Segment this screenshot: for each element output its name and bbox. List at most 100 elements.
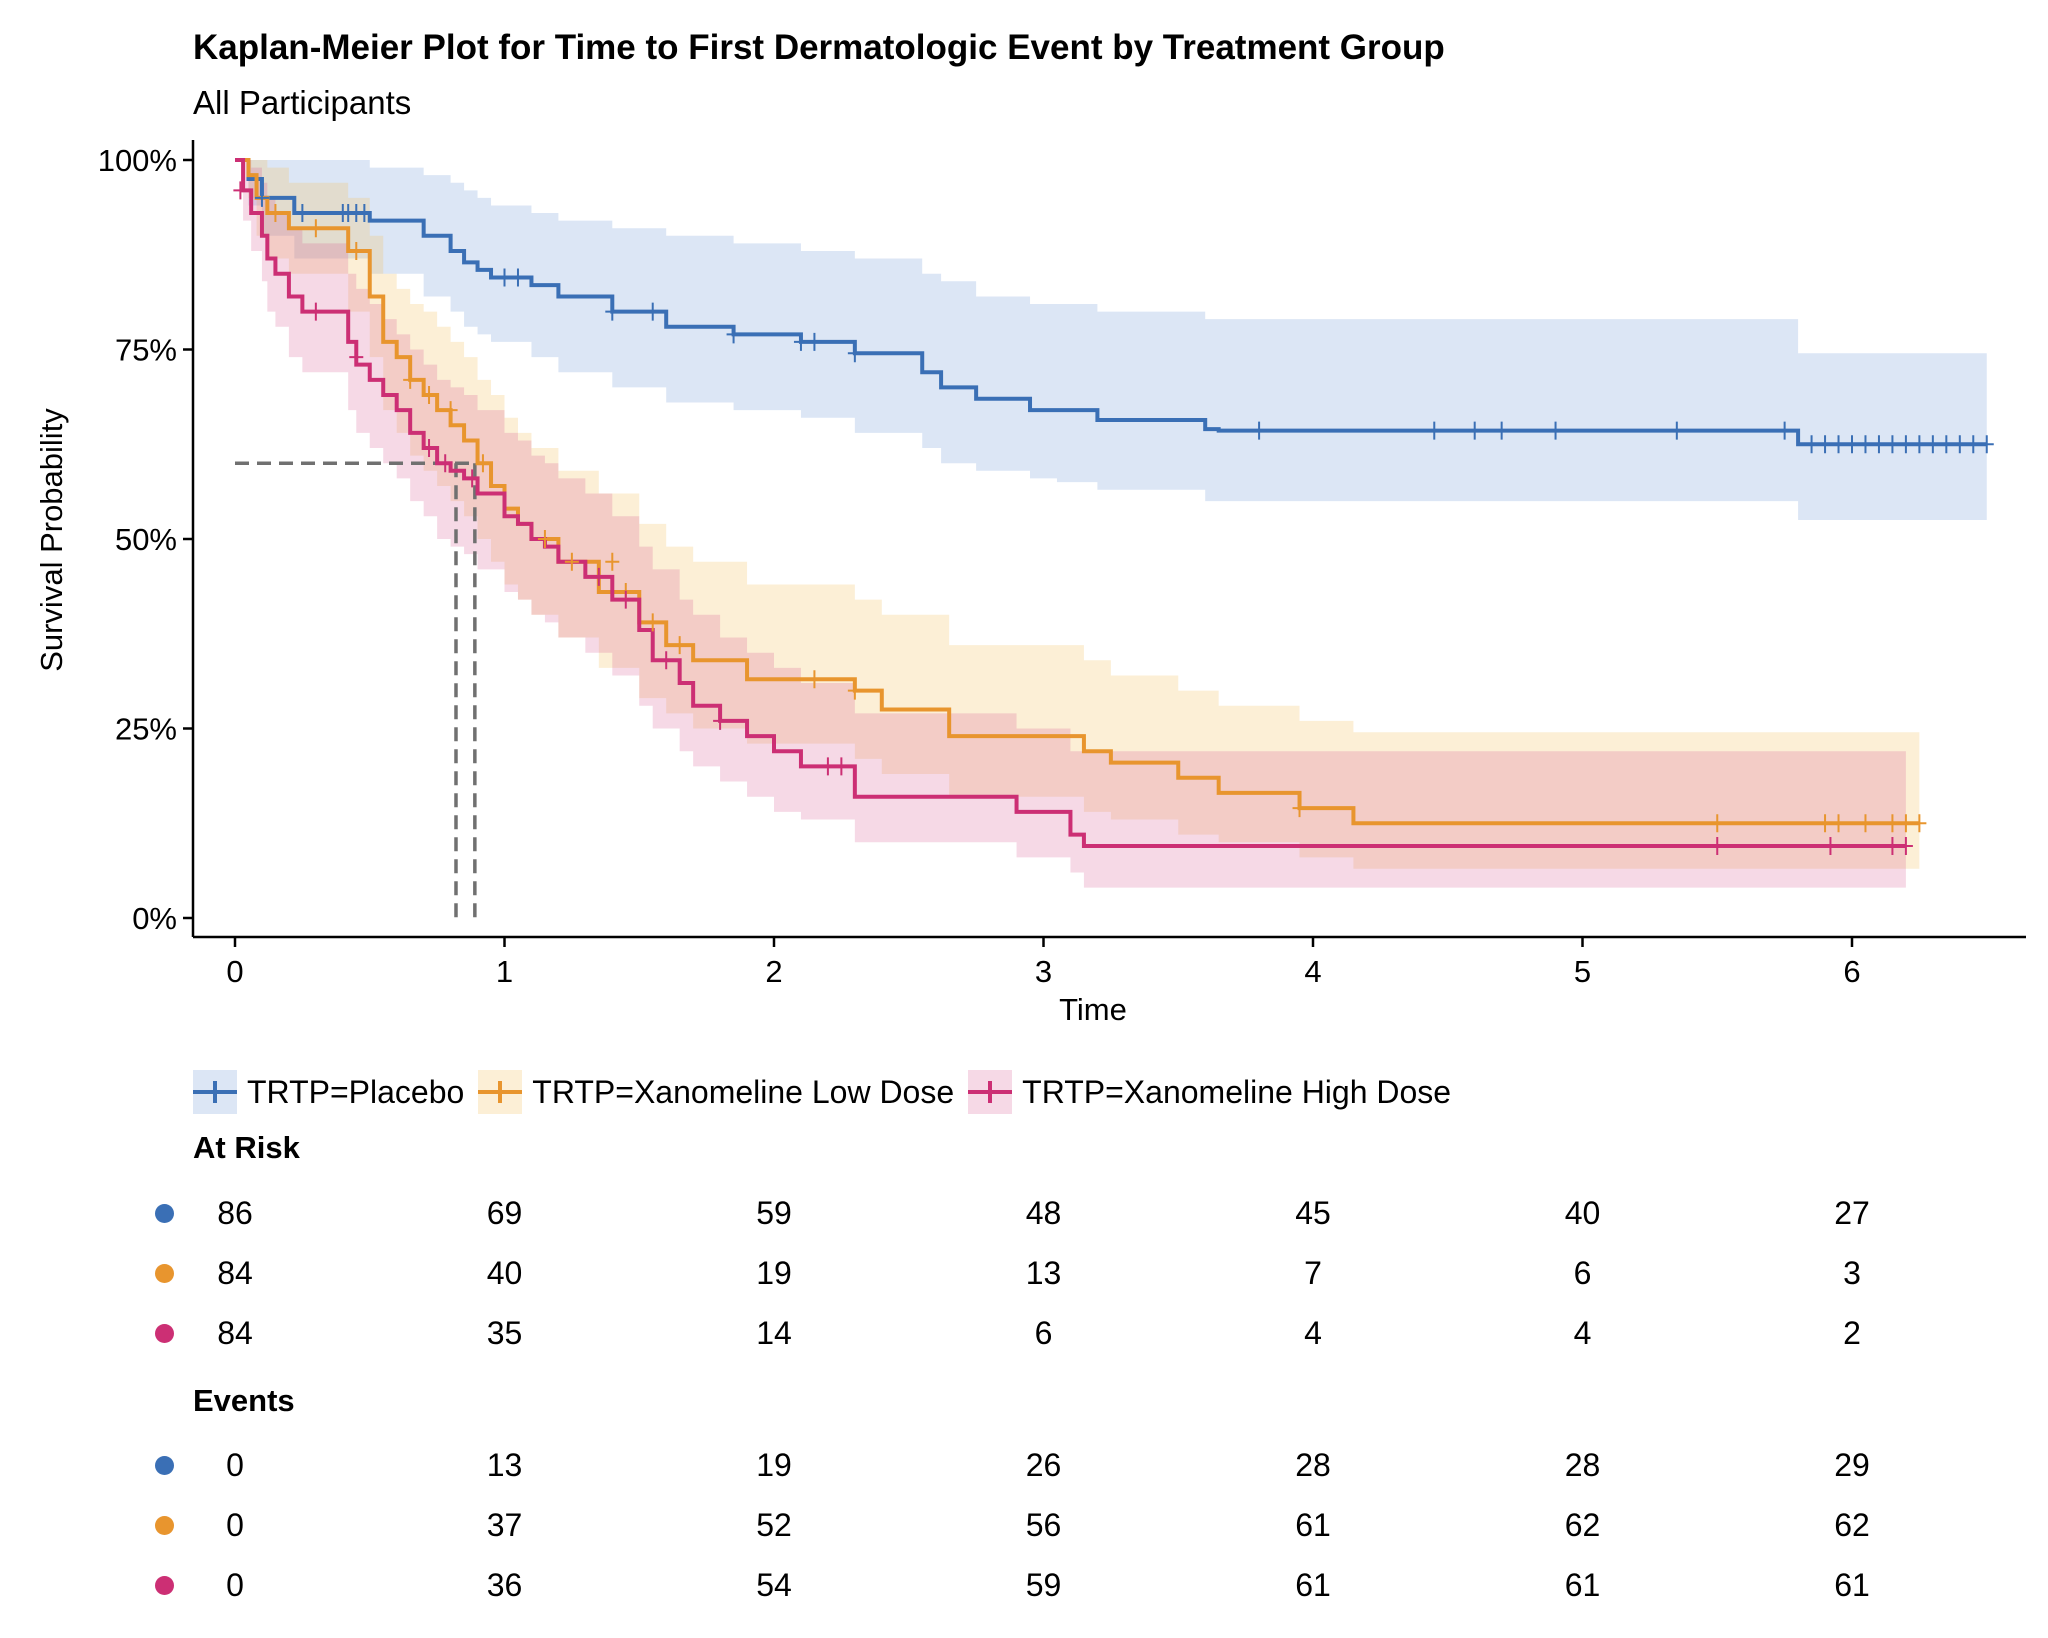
events-cell: 13 <box>486 1447 523 1483</box>
censor-mark-low <box>1818 814 1833 833</box>
censor-mark-low <box>1292 799 1307 818</box>
at-risk-cell: 69 <box>486 1195 523 1231</box>
y-tick-label: 50% <box>115 522 177 557</box>
ci-band-low <box>235 160 1920 869</box>
censor-mark-placebo <box>847 344 862 363</box>
x-tick-label: 0 <box>226 954 243 989</box>
censor-mark-low <box>443 401 458 420</box>
at-risk-cell: 27 <box>1834 1195 1870 1231</box>
x-tick-label: 3 <box>1035 954 1052 989</box>
events-cell: 52 <box>756 1507 792 1543</box>
events-cell: 0 <box>226 1567 244 1603</box>
censor-mark-low <box>1885 814 1900 833</box>
censor-mark-placebo <box>1898 435 1913 454</box>
events-cell: 28 <box>1564 1447 1601 1483</box>
censor-mark-high <box>618 590 633 609</box>
censor-mark-placebo <box>1858 435 1873 454</box>
censor-mark-low <box>475 454 490 473</box>
censor-mark-low <box>847 681 862 700</box>
at-risk-cell: 6 <box>1573 1255 1592 1291</box>
at-risk-cell: 13 <box>1025 1255 1062 1291</box>
at-risk-cell: 2 <box>1843 1315 1861 1351</box>
group-dot-placebo <box>155 1204 174 1223</box>
legend-key-placebo <box>193 1070 237 1114</box>
at-risk-cell: 3 <box>1843 1255 1861 1291</box>
censor-mark-high <box>349 348 364 367</box>
at-risk-title: At Risk <box>193 1130 300 1165</box>
group-dot-high <box>155 1324 174 1343</box>
at-risk-cell: 84 <box>217 1315 253 1351</box>
censor-mark-high <box>233 181 248 200</box>
censor-mark-low <box>807 670 822 689</box>
x-tick-label: 5 <box>1574 954 1591 989</box>
group-dot-low <box>155 1264 174 1283</box>
km-curve-placebo <box>235 158 1987 447</box>
censor-mark-low <box>537 530 552 548</box>
legend: TRTP=Placebo TRTP=Xanomeline Low Dose TR… <box>193 1070 1465 1114</box>
events-cell: 61 <box>1834 1567 1870 1603</box>
events-cell: 29 <box>1834 1447 1870 1483</box>
censor-mark-placebo <box>1912 435 1927 454</box>
censor-mark-placebo <box>1669 421 1684 440</box>
censor-mark-placebo <box>1804 435 1819 454</box>
censor-mark-low <box>1898 814 1913 833</box>
censor-mark-low <box>1912 814 1927 833</box>
legend-label-placebo: TRTP=Placebo <box>247 1073 465 1110</box>
legend-item-low-dose: TRTP=Xanomeline Low Dose <box>478 1070 954 1114</box>
censor-mark-high <box>308 302 323 321</box>
censor-mark-placebo <box>1777 421 1792 440</box>
censor-mark-placebo <box>605 302 620 321</box>
censor-mark-low <box>645 613 660 632</box>
censor-mark-low <box>349 241 364 260</box>
censor-mark-low <box>1858 814 1873 833</box>
censor-mark-placebo <box>357 204 372 223</box>
censor-mark-high <box>713 711 728 730</box>
censor-mark-low <box>1710 814 1725 833</box>
censor-mark-placebo <box>1845 435 1859 454</box>
censor-mark-placebo <box>1979 435 1994 454</box>
censor-mark-placebo <box>1494 421 1509 440</box>
censor-mark-high <box>422 439 437 458</box>
censor-mark-placebo <box>1427 421 1442 440</box>
events-row-high: 0 36 54 59 61 61 61 <box>0 1565 2048 1605</box>
censor-mark-placebo <box>1871 435 1886 454</box>
censor-mark-high <box>820 757 835 776</box>
censor-mark-placebo <box>254 188 269 207</box>
censor-mark-placebo <box>645 302 660 321</box>
censor-mark-high <box>659 651 674 670</box>
events-title: Events <box>193 1383 295 1418</box>
censor-mark-high <box>834 757 849 776</box>
legend-key-high-dose <box>968 1070 1013 1114</box>
events-cell: 56 <box>1025 1507 1062 1543</box>
ci-band-high <box>235 160 1906 888</box>
events-cell: 61 <box>1295 1567 1331 1603</box>
events-cell: 0 <box>226 1447 244 1483</box>
at-risk-row-high: 84 35 14 6 4 4 2 <box>0 1313 2048 1353</box>
at-risk-row-low: 84 40 19 13 7 6 3 <box>0 1253 2048 1293</box>
legend-label-high-dose: TRTP=Xanomeline High Dose <box>1022 1073 1452 1110</box>
at-risk-cell: 59 <box>756 1195 792 1231</box>
x-tick-label: 1 <box>496 954 513 989</box>
legend-key-low-dose <box>478 1070 523 1114</box>
censor-mark-placebo <box>510 268 525 287</box>
censor-mark-high <box>1710 836 1725 855</box>
group-dot-high <box>155 1576 174 1595</box>
censor-mark-placebo <box>726 325 741 344</box>
censor-mark-high <box>438 454 453 473</box>
censor-mark-low <box>403 370 418 389</box>
censor-mark-placebo <box>1831 435 1846 454</box>
chart-title: Kaplan-Meier Plot for Time to First Derm… <box>193 28 1445 67</box>
y-tick-label: 0% <box>132 901 177 936</box>
events-cell: 19 <box>756 1447 792 1483</box>
censor-mark-placebo <box>497 268 512 287</box>
censor-mark-high <box>1898 836 1913 855</box>
events-row-placebo: 0 13 19 26 28 28 29 <box>0 1445 2048 1485</box>
at-risk-cell: 45 <box>1295 1195 1331 1231</box>
events-cell: 36 <box>486 1567 523 1603</box>
events-cell: 26 <box>1025 1447 1062 1483</box>
censor-mark-placebo <box>1925 435 1940 454</box>
censor-mark-placebo <box>1467 421 1482 440</box>
legend-item-high-dose: TRTP=Xanomeline High Dose <box>968 1070 1451 1114</box>
legend-label-low-dose: TRTP=Xanomeline Low Dose <box>532 1073 955 1110</box>
km-curve-high <box>235 158 1906 848</box>
